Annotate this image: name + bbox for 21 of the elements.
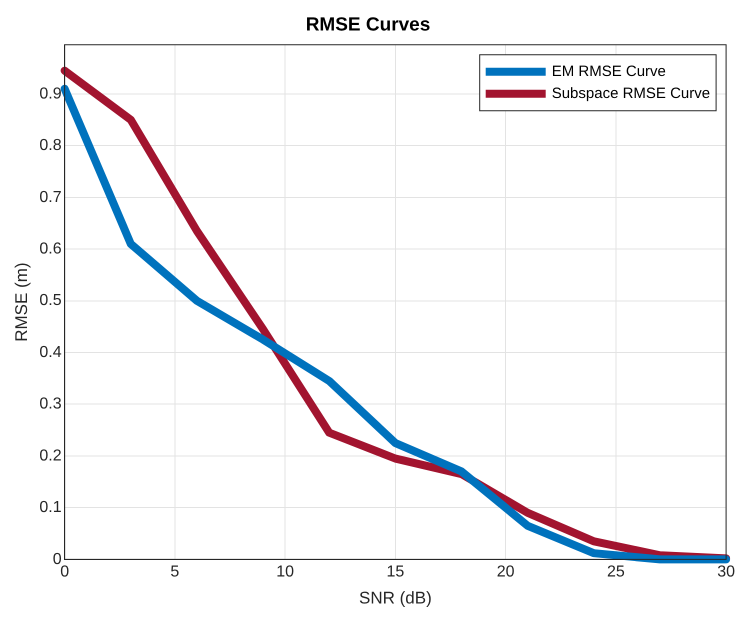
y-tick-label: 0.9 (39, 85, 62, 102)
y-tick-label: 0.5 (39, 292, 62, 310)
y-axis-title: RMSE (m) (12, 262, 31, 342)
chart-title: RMSE Curves (306, 14, 430, 36)
x-axis-title: SNR (dB) (359, 588, 432, 608)
legend-label: Subspace RMSE Curve (552, 84, 710, 102)
y-tick-label: 0.1 (39, 499, 62, 516)
y-tick-label: 0.4 (39, 344, 62, 361)
y-tick-label: 0.7 (39, 188, 62, 206)
x-tick-label: 30 (717, 563, 736, 580)
x-tick-label: 5 (170, 563, 180, 580)
x-tick-label: 25 (606, 563, 625, 580)
y-tick-label: 0.3 (39, 396, 62, 413)
x-tick-label: 10 (276, 563, 294, 580)
y-tick-label: 0.2 (39, 447, 62, 464)
y-tick-label: 0.8 (39, 137, 62, 154)
x-tick-label: 15 (386, 563, 404, 580)
legend-label: EM RMSE Curve (552, 62, 666, 80)
y-tick-label: 0 (52, 550, 62, 568)
x-tick-label: 20 (496, 563, 515, 580)
y-tick-label: 0.6 (39, 240, 62, 258)
